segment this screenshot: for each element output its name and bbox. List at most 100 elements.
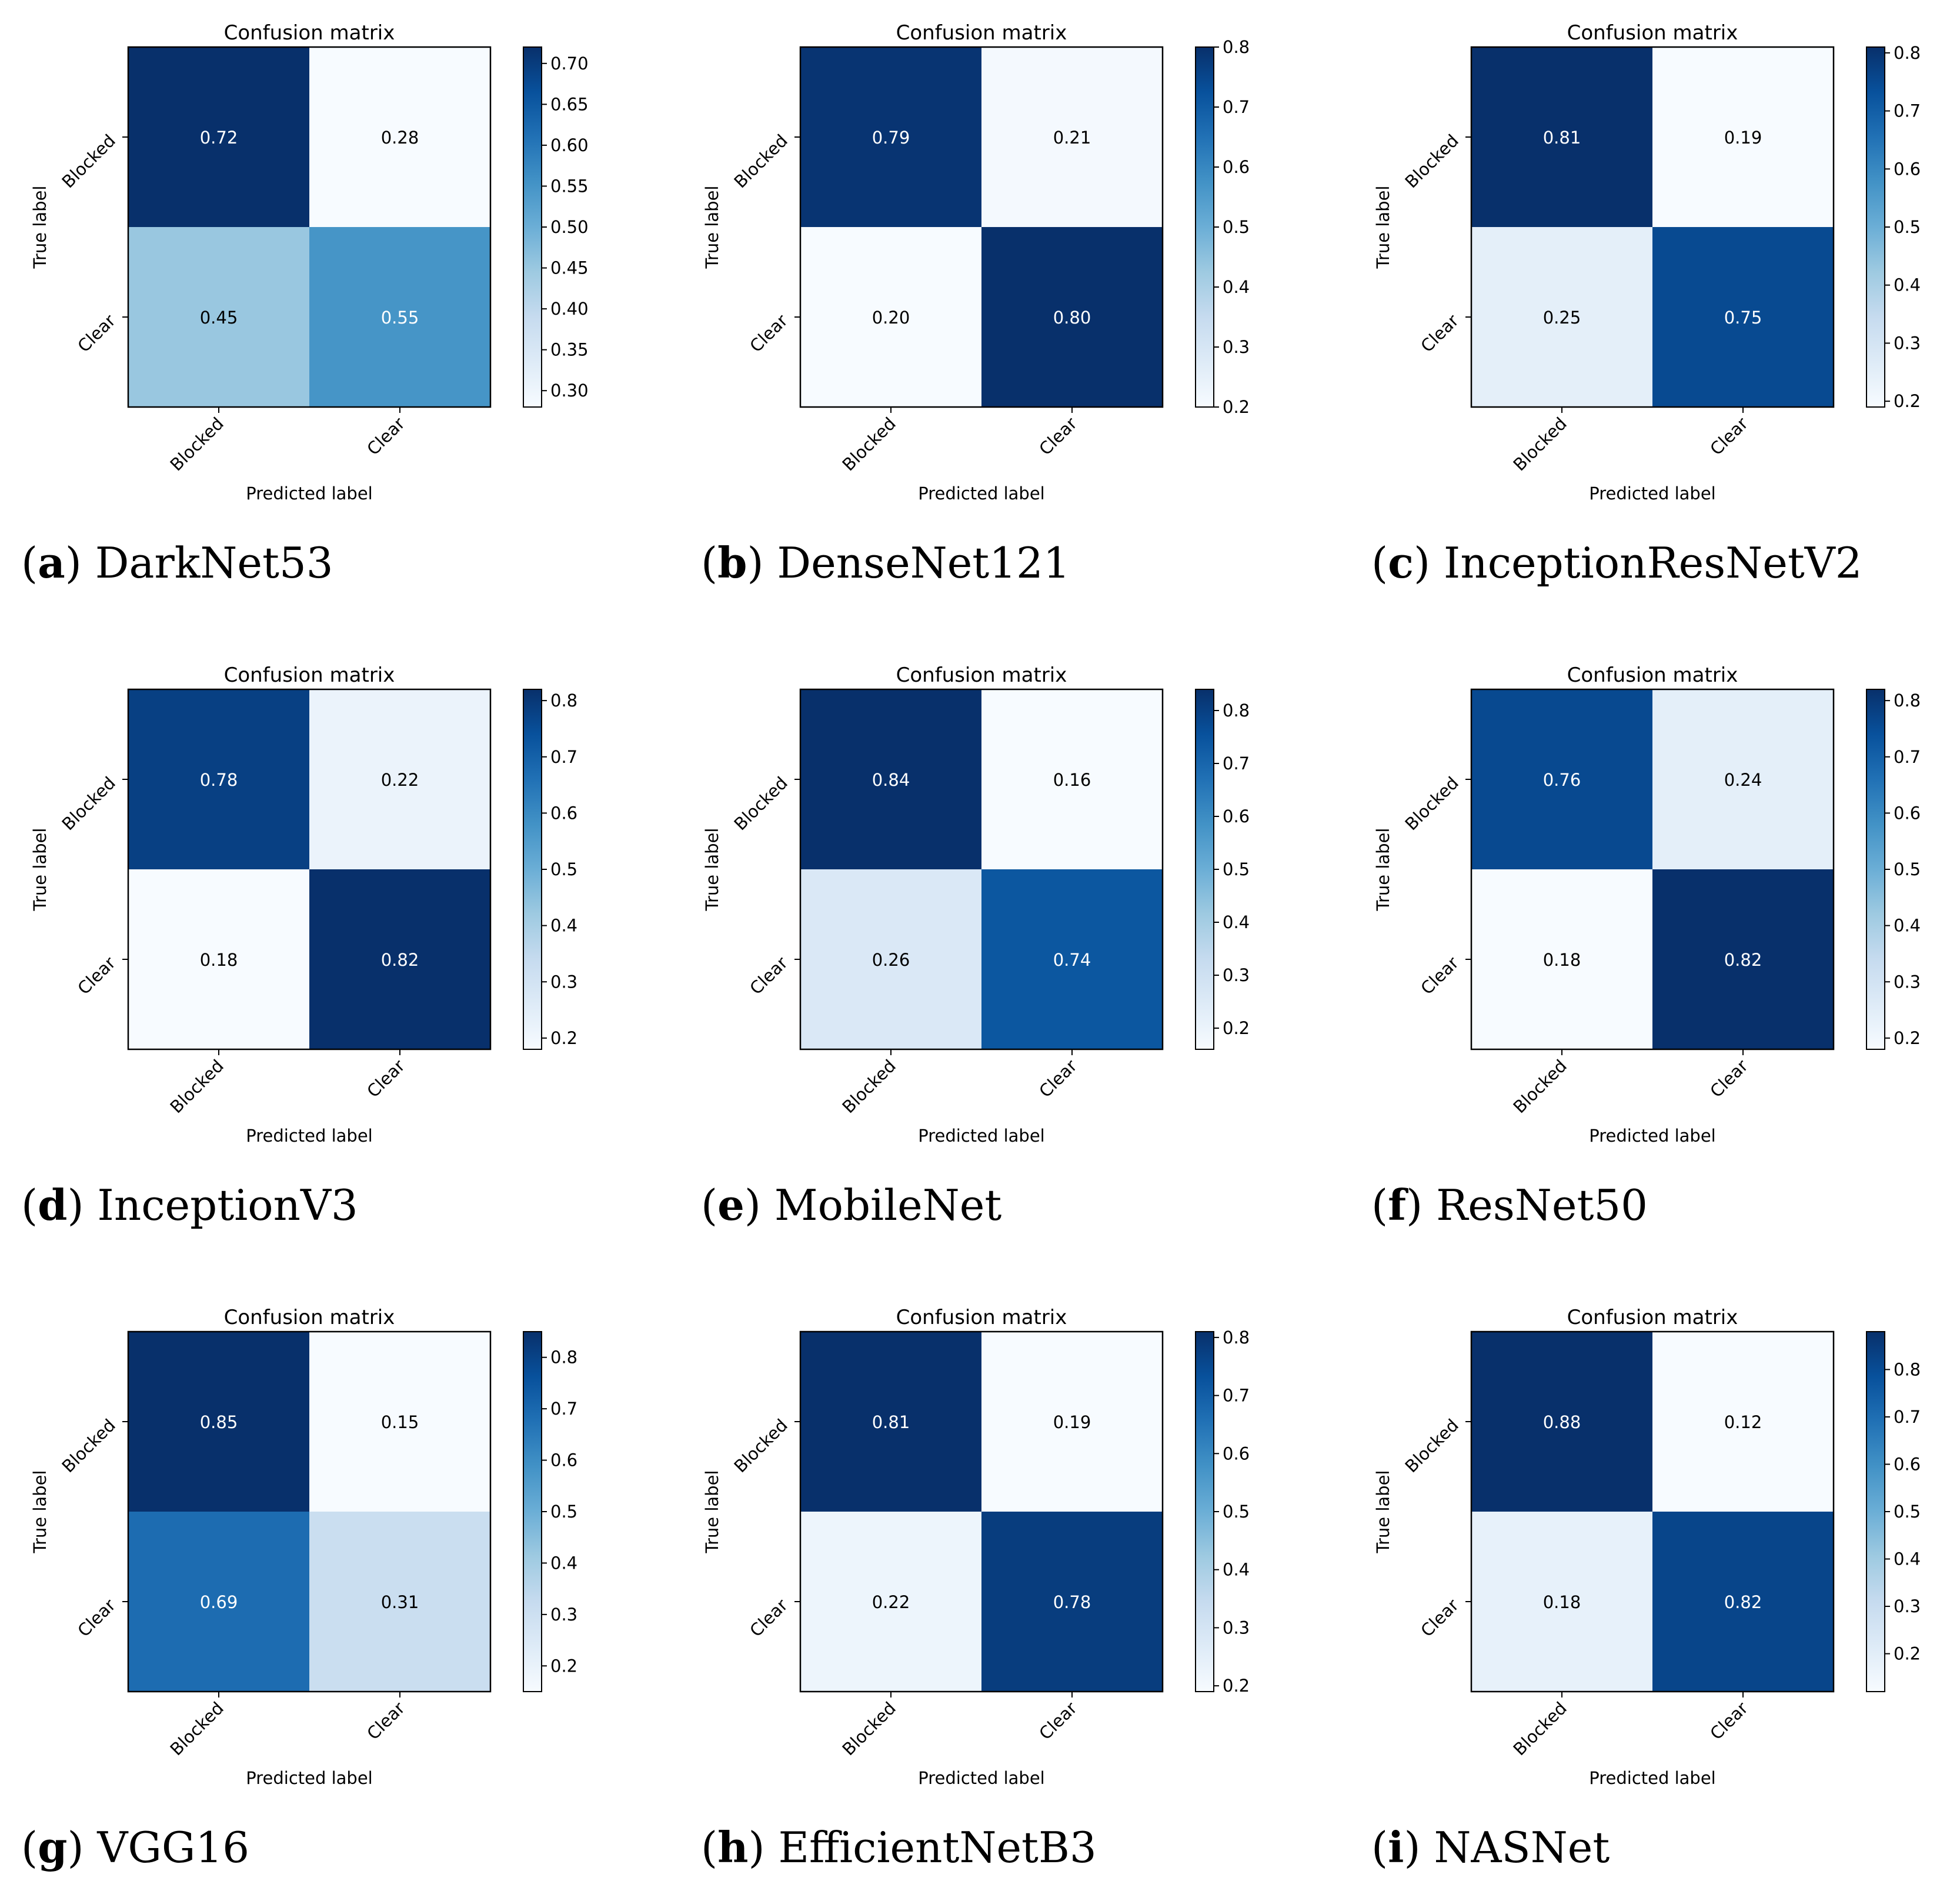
heatmap-cell — [1471, 47, 1652, 227]
cell-value-label: 0.79 — [872, 128, 910, 148]
x-tick-label: Blocked — [166, 1698, 228, 1759]
cell-value-label: 0.82 — [1724, 1592, 1762, 1612]
y-tick-label: Blocked — [58, 773, 119, 834]
heatmap-cell — [128, 47, 309, 227]
y-tick-label: Blocked — [58, 1415, 119, 1476]
colorbar-tick-label: 0.45 — [550, 258, 589, 278]
cell-value-label: 0.45 — [200, 308, 238, 328]
panel-a: Confusion matrix 0.72 0.28 0.45 0.55 Blocked C… — [21, 21, 589, 588]
chart-title: Confusion matrix — [224, 21, 395, 45]
y-tick-label: Clear — [746, 1595, 792, 1641]
x-tick-label: Clear — [363, 1698, 409, 1744]
cell-value-label: 0.18 — [1543, 1592, 1581, 1612]
colorbar-tick-label: 0.4 — [1894, 275, 1921, 295]
y-tick-label: Clear — [74, 1595, 119, 1641]
colorbar-tick-label: 0.3 — [1894, 972, 1921, 992]
chart-title: Confusion matrix — [896, 663, 1067, 687]
panel-d: Confusion matrix 0.78 0.22 0.18 0.82 Blocked C… — [21, 663, 577, 1230]
colorbar — [1866, 689, 1885, 1049]
colorbar-tick-label: 0.6 — [1894, 803, 1921, 823]
colorbar-tick-label: 0.8 — [1223, 37, 1250, 57]
colorbar-tick-label: 0.5 — [550, 1502, 577, 1522]
y-axis-label: True label — [702, 828, 722, 912]
y-tick-label: Clear — [1417, 311, 1463, 356]
cell-value-label: 0.55 — [381, 308, 419, 328]
colorbar-tick-label: 0.55 — [550, 176, 589, 196]
cell-value-label: 0.24 — [1724, 770, 1762, 790]
cell-value-label: 0.81 — [1543, 128, 1581, 148]
colorbar-tick-label: 0.7 — [1223, 97, 1250, 117]
heatmap-cell — [1471, 869, 1652, 1049]
caption-model-name: InceptionResNetV2 — [1444, 538, 1862, 588]
cell-value-label: 0.15 — [381, 1412, 419, 1432]
y-tick-label: Blocked — [1401, 1415, 1463, 1476]
colorbar-tick-label: 0.6 — [1894, 159, 1921, 179]
chart-title: Confusion matrix — [1567, 21, 1738, 45]
y-axis-label: True label — [30, 186, 50, 269]
colorbar-tick-label: 0.4 — [1223, 1560, 1250, 1580]
colorbar-tick-label: 0.2 — [1894, 391, 1921, 411]
caption-letter: d — [38, 1180, 67, 1230]
panel-i: Confusion matrix 0.88 0.12 0.18 0.82 Blocked C… — [1371, 1306, 1921, 1872]
heatmap-cell — [1471, 689, 1652, 869]
x-tick-label: Blocked — [839, 1698, 900, 1759]
x-axis-label: Predicted label — [1589, 1768, 1716, 1788]
colorbar-tick-label: 0.60 — [550, 135, 589, 155]
heatmap-cell — [1652, 1332, 1834, 1512]
colorbar-tick-label: 0.5 — [1223, 1502, 1250, 1522]
colorbar-tick-label: 0.7 — [1894, 1407, 1921, 1427]
colorbar-tick-label: 0.6 — [1894, 1454, 1921, 1474]
heatmap-cell — [309, 869, 490, 1049]
heatmap-frame — [1470, 688, 1835, 1050]
colorbar-tick-label: 0.4 — [1223, 277, 1250, 297]
chart-title: Confusion matrix — [896, 21, 1067, 45]
cell-value-label: 0.78 — [200, 770, 238, 790]
y-tick-label: Clear — [1417, 1595, 1463, 1641]
cell-value-label: 0.18 — [200, 950, 238, 970]
cell-value-label: 0.69 — [200, 1592, 238, 1612]
cell-value-label: 0.18 — [1543, 950, 1581, 970]
colorbar-tick-label: 0.8 — [1223, 1328, 1250, 1348]
caption-model-name: InceptionV3 — [97, 1180, 358, 1230]
caption-model-name: NASNet — [1434, 1823, 1610, 1872]
caption-letter: e — [717, 1180, 744, 1230]
colorbar-tick-label: 0.3 — [1223, 965, 1250, 985]
colorbar-tick-label: 0.5 — [1223, 859, 1250, 879]
y-tick-label: Clear — [746, 953, 792, 999]
subfigure-caption: (b) DenseNet121 — [701, 538, 1070, 588]
heatmap-cell — [128, 689, 309, 869]
caption-letter: f — [1388, 1180, 1408, 1230]
x-tick-label: Clear — [1035, 413, 1081, 459]
x-axis-label: Predicted label — [1589, 1126, 1716, 1146]
heatmap-cell — [128, 1512, 309, 1692]
colorbar-tick-label: 0.7 — [1894, 747, 1921, 767]
heatmap-cell — [981, 227, 1163, 407]
heatmap-frame — [127, 1330, 492, 1693]
cell-value-label: 0.72 — [200, 128, 238, 148]
heatmap-cell — [800, 869, 981, 1049]
x-tick-label: Blocked — [166, 1056, 228, 1117]
heatmap-cell — [981, 689, 1163, 869]
y-tick-label: Blocked — [1401, 773, 1463, 834]
y-axis-label: True label — [30, 1470, 50, 1554]
x-axis-label: Predicted label — [246, 1768, 373, 1788]
y-tick-label: Clear — [74, 311, 119, 356]
colorbar-tick-label: 0.3 — [550, 1605, 577, 1625]
cell-value-label: 0.81 — [872, 1412, 910, 1432]
cell-value-label: 0.26 — [872, 950, 910, 970]
y-tick-label: Clear — [74, 953, 119, 999]
colorbar-tick-label: 0.8 — [1894, 43, 1921, 63]
heatmap-cell — [981, 47, 1163, 227]
colorbar — [1196, 1332, 1214, 1692]
colorbar-tick-label: 0.3 — [1223, 1617, 1250, 1637]
colorbar-tick-label: 0.7 — [550, 1399, 577, 1419]
heatmap-cell — [1652, 47, 1834, 227]
x-tick-label: Blocked — [1510, 1056, 1571, 1117]
caption-model-name: EfficientNetB3 — [778, 1823, 1096, 1872]
y-axis-label: True label — [1373, 828, 1393, 912]
colorbar-tick-label: 0.7 — [1223, 1386, 1250, 1406]
cell-value-label: 0.85 — [200, 1412, 238, 1432]
panel-e: Confusion matrix 0.84 0.16 0.26 0.74 Blocked C… — [701, 663, 1250, 1230]
x-axis-label: Predicted label — [918, 1768, 1045, 1788]
